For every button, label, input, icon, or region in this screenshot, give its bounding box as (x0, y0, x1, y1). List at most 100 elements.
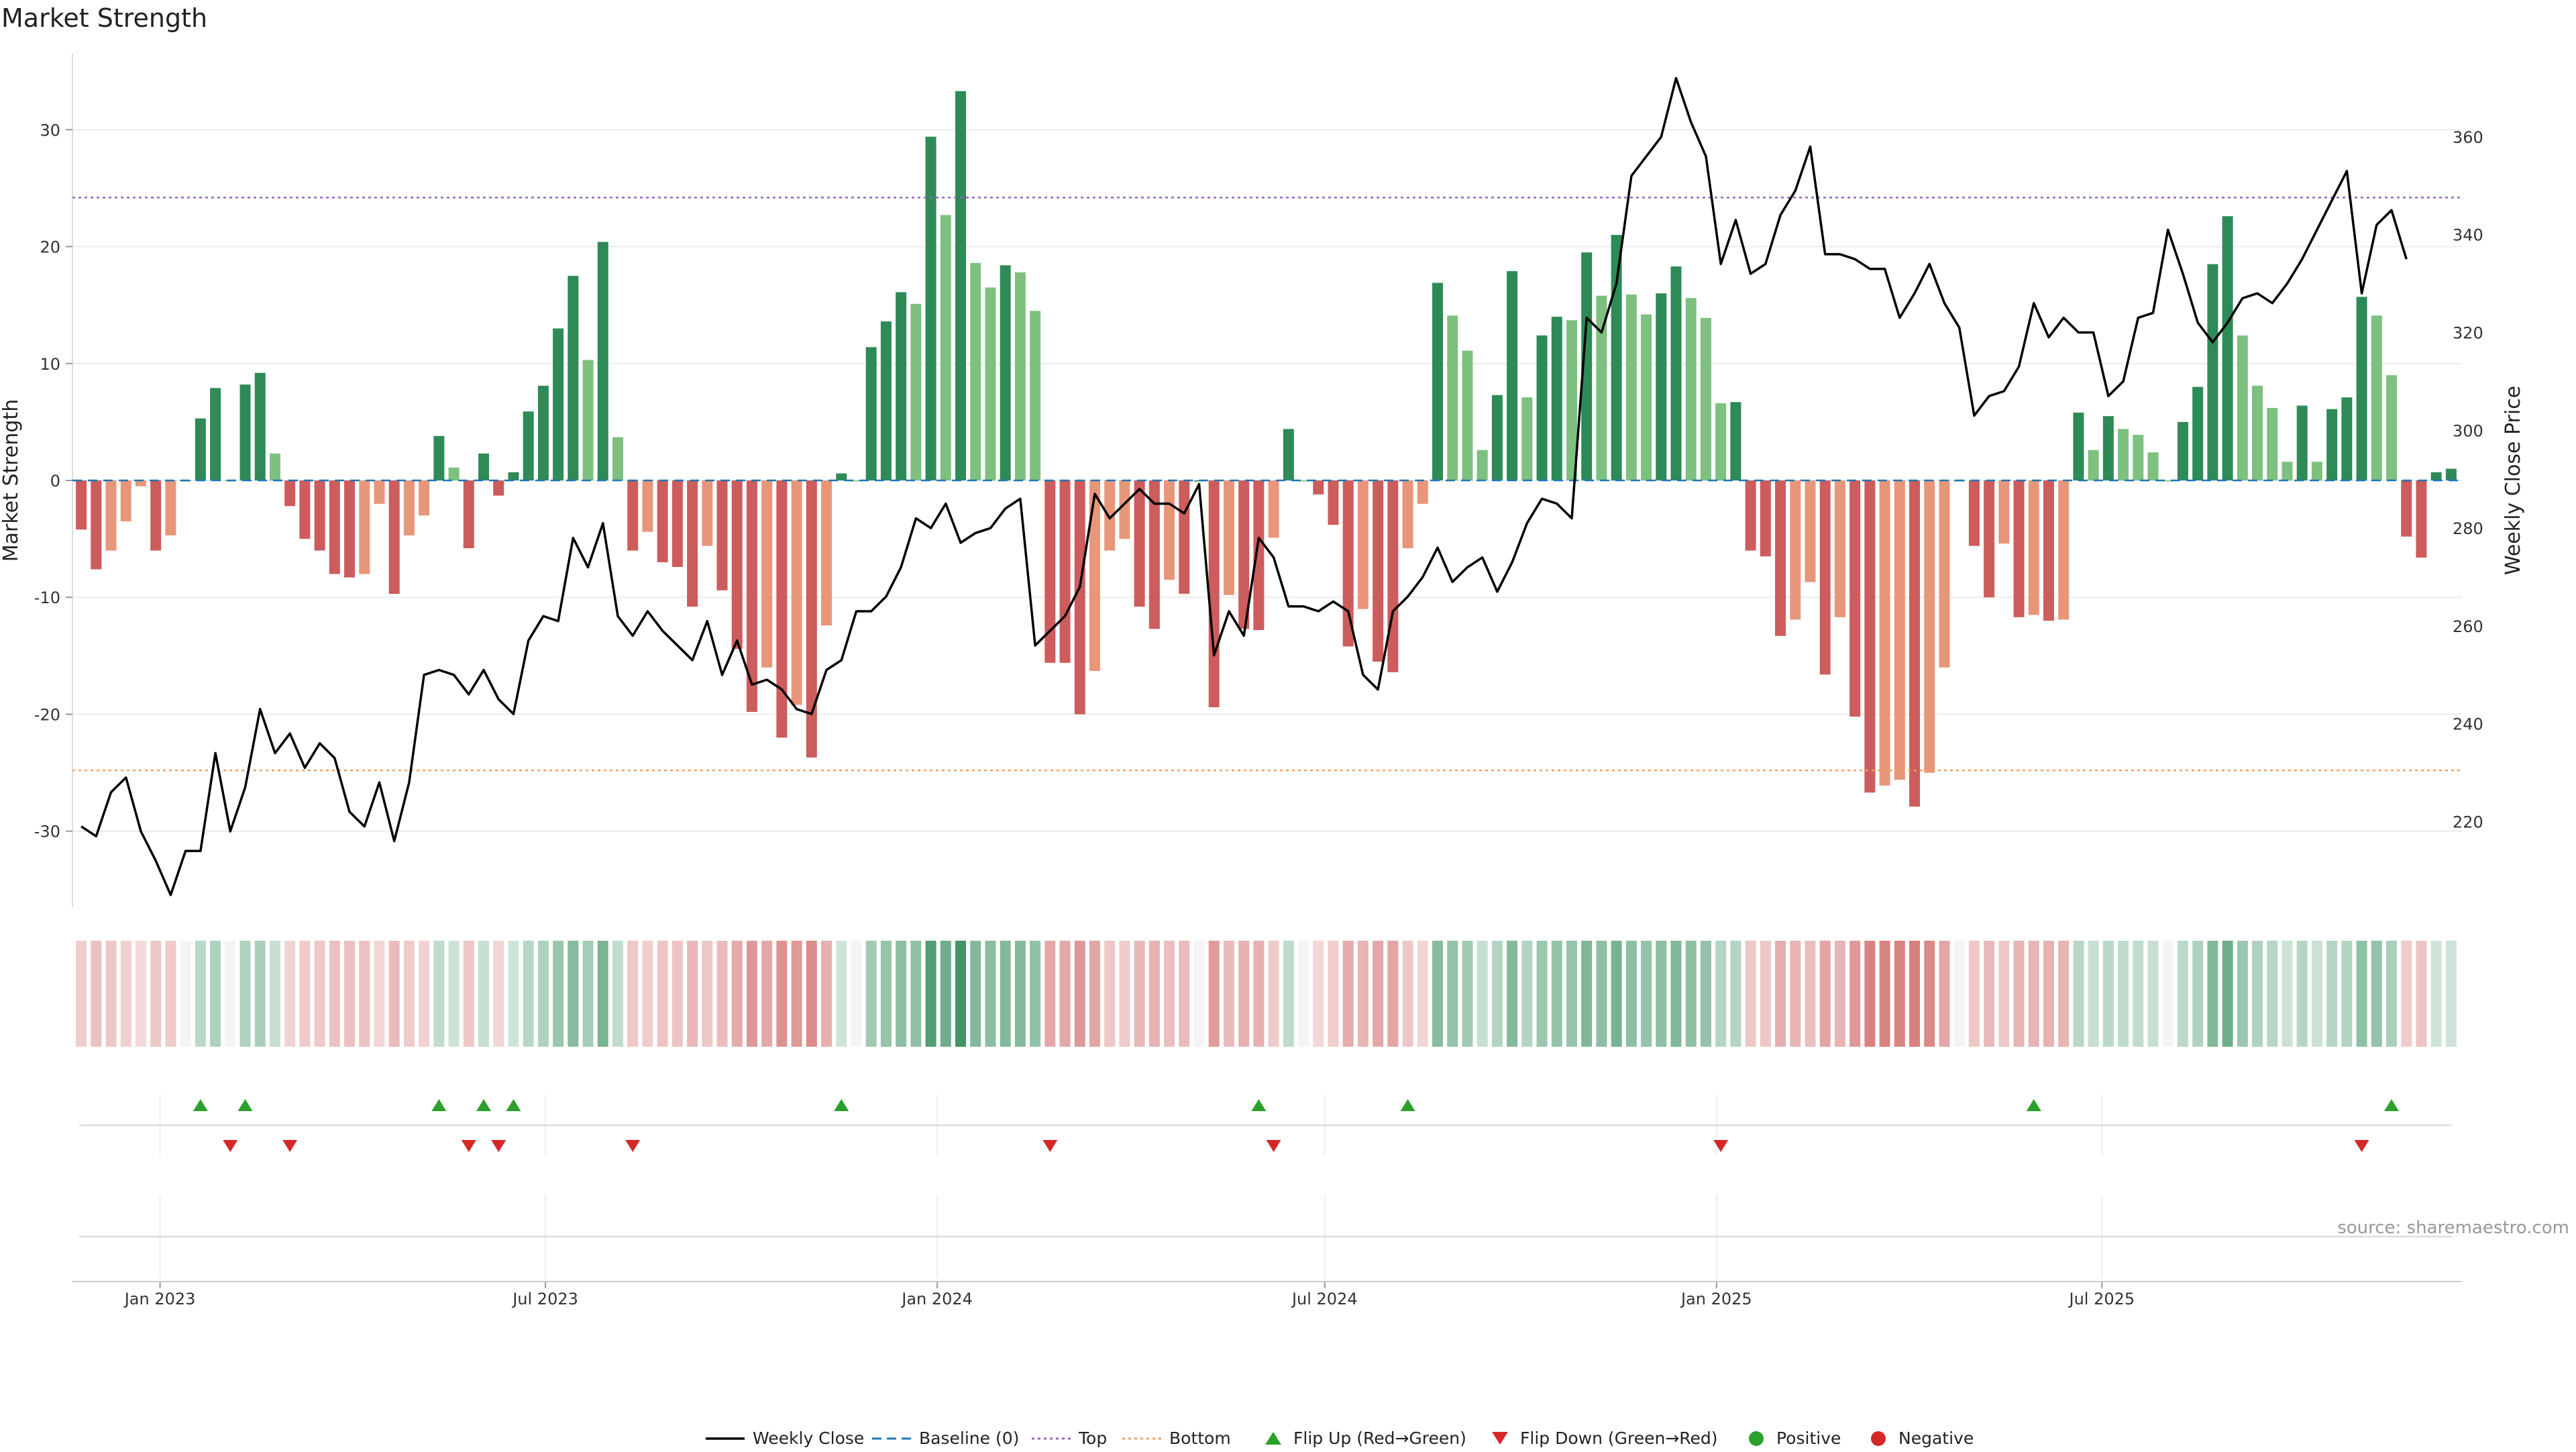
strength-strip-cell (1089, 941, 1100, 1047)
x-tick-label: Jul 2024 (1291, 1290, 1358, 1308)
strength-bar (537, 385, 549, 480)
strength-bar (1596, 295, 1607, 480)
strength-bar (1000, 265, 1011, 480)
strength-bar (1104, 480, 1116, 551)
strength-strip-cell (910, 941, 922, 1047)
strength-strip-cell (329, 941, 340, 1047)
strength-strip-cell (1611, 941, 1622, 1047)
strength-bar (1462, 350, 1473, 480)
strength-bar (1790, 480, 1801, 620)
strength-bar (1253, 480, 1265, 631)
strength-strip-cell (553, 941, 564, 1047)
strength-bar (2401, 480, 2412, 537)
strength-strip-cell (1879, 941, 1890, 1047)
flip-up-marker (1251, 1099, 1267, 1111)
strength-bar (2282, 462, 2293, 480)
strength-bar (76, 480, 87, 530)
strength-strip-cell (299, 941, 311, 1047)
strength-strip-cell (1268, 941, 1279, 1047)
strength-strip-cell (1984, 941, 1995, 1047)
strength-bar (1939, 480, 1950, 668)
strength-strip-cell (1074, 941, 1085, 1047)
strength-bar (135, 480, 146, 486)
strength-strip-cell (2445, 941, 2457, 1047)
strength-bar (568, 276, 579, 480)
strength-bar (150, 480, 162, 551)
strength-bar (746, 480, 757, 713)
flip-up-marker (506, 1099, 521, 1111)
strength-strip-cell (2192, 941, 2204, 1047)
strength-bar (2252, 385, 2263, 480)
strength-bar (239, 384, 251, 480)
x-axis: Jan 2023 Jul 2023 Jan 2024 Jul 2024 Jan 2025… (72, 1194, 2462, 1308)
strength-bar (1536, 335, 1548, 480)
strength-strip-cell (433, 941, 445, 1047)
strength-strip-cell (1939, 941, 1950, 1047)
flip-down-marker (625, 1140, 641, 1152)
strength-strip-cell (1730, 941, 1741, 1047)
strength-strip-cell (1134, 941, 1145, 1047)
strength-strip-cell (1968, 941, 1980, 1047)
strength-bar (1164, 480, 1175, 580)
strength-strip-cell (1864, 941, 1876, 1047)
strength-strip-cell (1208, 941, 1220, 1047)
legend-icon-dot (1749, 1431, 1764, 1446)
strength-strip-cell (806, 941, 817, 1047)
strength-strip-cell (1432, 941, 1444, 1047)
strength-strip-cell (180, 941, 191, 1047)
strength-bar (165, 480, 176, 535)
strength-bar (1775, 480, 1786, 636)
y-tick-label-right: 320 (2453, 323, 2483, 342)
flip-up-marker (237, 1099, 253, 1111)
strength-bar (1834, 480, 1845, 617)
strength-bar (374, 480, 385, 504)
y-axis-ticks: -30 -20 -10 0 10 20 30 220 240 260 280 300 320 340 360 (34, 121, 2483, 841)
strength-bar (1238, 480, 1250, 629)
strength-bar (865, 347, 877, 480)
y-tick-label-left: -20 (34, 705, 60, 724)
strength-bar (2088, 450, 2099, 480)
strength-bar (1417, 480, 1428, 504)
strength-bar (478, 453, 490, 480)
strength-bar (1700, 317, 1711, 480)
legend-label: Baseline (0) (919, 1429, 1019, 1448)
strength-strip-cell (1014, 941, 1026, 1047)
strength-strip-cell (1745, 941, 1756, 1047)
strength-bar (1924, 480, 1935, 773)
strength-strip-cell (582, 941, 594, 1047)
flip-down-marker (282, 1140, 298, 1152)
strength-bar (1984, 480, 1995, 598)
strength-strip-cell (537, 941, 549, 1047)
source-note: source: sharemaestro.com (2337, 1218, 2569, 1238)
strength-bar (2192, 386, 2204, 480)
strength-strip-cell (955, 941, 967, 1047)
strength-strip-cell (1566, 941, 1577, 1047)
strength-bar (2118, 429, 2129, 480)
strength-bar (1909, 480, 1921, 807)
x-tick-label: Jan 2025 (1680, 1290, 1752, 1308)
strength-strip-cell (1953, 941, 1965, 1047)
strength-bar (1819, 480, 1831, 675)
strength-bar (1611, 235, 1622, 480)
strength-strip-cell (2296, 941, 2308, 1047)
strength-bar (120, 480, 131, 521)
strength-strip-cell (1521, 941, 1533, 1047)
strength-bar (657, 480, 668, 562)
strength-strip-cell (2028, 941, 2039, 1047)
strength-strip-cell (1462, 941, 1473, 1047)
strength-bar (2162, 480, 2174, 482)
flip-up-marker (2384, 1099, 2400, 1111)
y-tick-label-left: -30 (34, 823, 60, 841)
strength-bar (1491, 395, 1503, 480)
y-tick-label-left: 10 (40, 355, 60, 374)
flip-up-marker (1400, 1099, 1415, 1111)
strength-bar (1148, 480, 1160, 629)
legend-label: Flip Down (Green→Red) (1520, 1429, 1718, 1448)
strength-bar (1283, 429, 1294, 480)
strength-bar (1089, 480, 1100, 672)
strength-strip-cell (1909, 941, 1921, 1047)
strength-bar (1879, 480, 1890, 786)
strength-strip-cell (1849, 941, 1861, 1047)
legend-label: Flip Up (Red→Green) (1293, 1429, 1466, 1448)
